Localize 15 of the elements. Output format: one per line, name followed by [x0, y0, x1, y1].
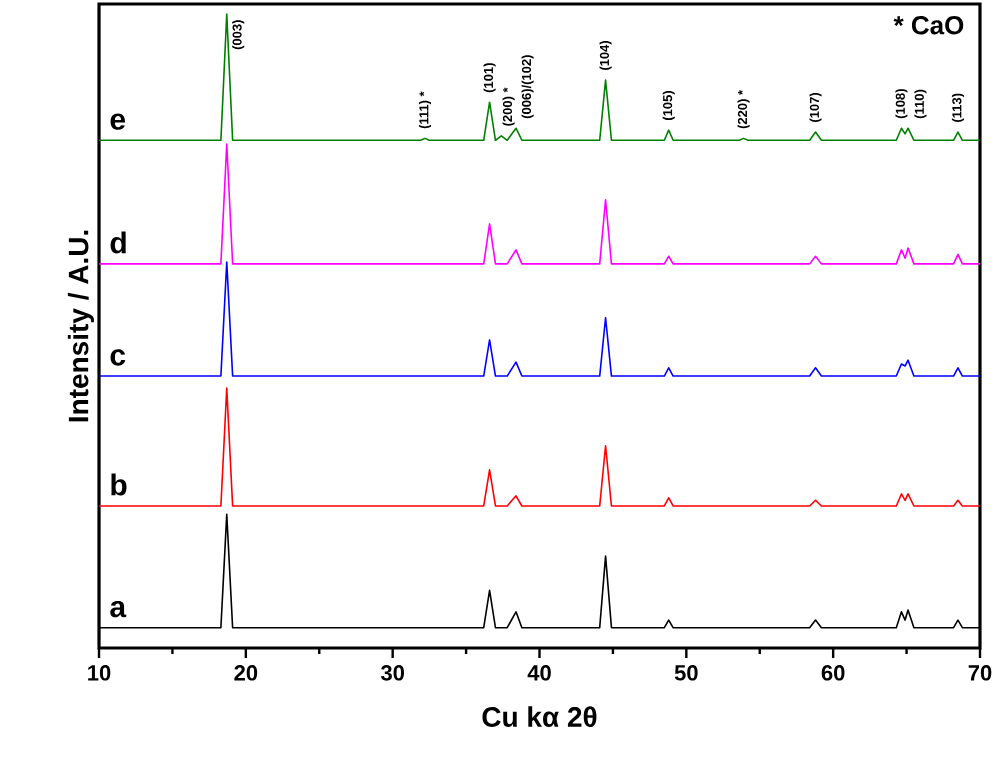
x-tick-label: 60	[821, 665, 845, 681]
series-label: e	[110, 113, 126, 130]
x-tick-label: 70	[968, 665, 992, 681]
x-tick-label: 10	[88, 665, 111, 681]
series-label: a	[110, 600, 127, 618]
x-tick-label: 40	[527, 665, 551, 681]
x-tick-label: 30	[380, 665, 404, 681]
x-tick-label: 50	[674, 665, 698, 681]
x-tick-label: 20	[234, 665, 258, 681]
series-label: c	[110, 349, 126, 366]
y-axis-title: Intensity / A.U.	[67, 230, 94, 422]
series-label: d	[110, 231, 126, 254]
x-axis-title: Cu kα 2θ	[482, 706, 597, 727]
annotation: * CaO	[893, 16, 964, 35]
series-label: b	[111, 473, 127, 496]
